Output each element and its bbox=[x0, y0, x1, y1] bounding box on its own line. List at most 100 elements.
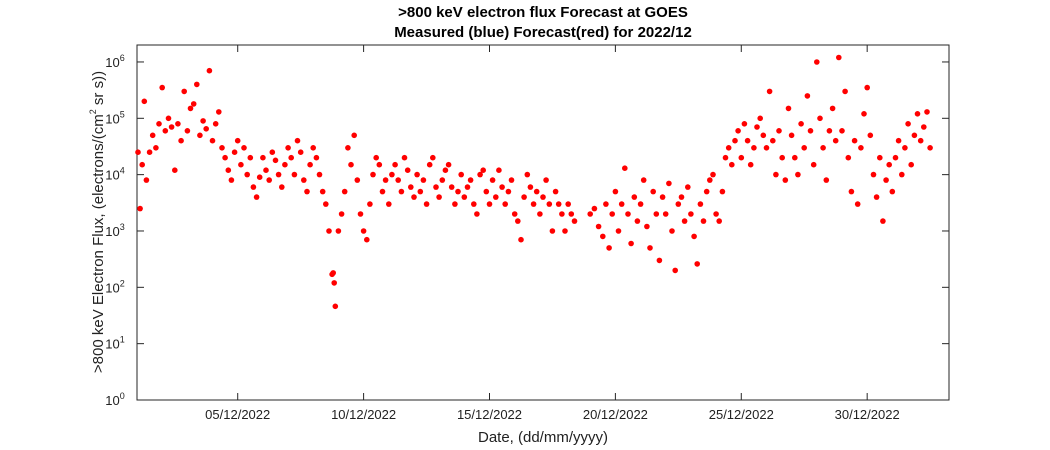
x-axis: 05/12/2022 10/12/2022 15/12/2022 20/12/2022… bbox=[205, 45, 900, 422]
data-point bbox=[212, 121, 219, 127]
data-point bbox=[688, 211, 694, 217]
data-point bbox=[694, 261, 700, 267]
data-point bbox=[817, 115, 823, 122]
data-point bbox=[826, 128, 833, 134]
data-point bbox=[880, 218, 886, 224]
data-point bbox=[788, 132, 795, 139]
data-point bbox=[448, 184, 455, 190]
data-point bbox=[275, 171, 282, 178]
data-point bbox=[480, 167, 487, 173]
y-tick-base: 10 bbox=[105, 280, 119, 295]
data-point bbox=[401, 154, 408, 161]
y-tick-label: 104 bbox=[105, 166, 124, 183]
y-tick-base: 10 bbox=[105, 168, 119, 183]
data-point bbox=[332, 303, 339, 310]
y-tick-label: 106 bbox=[105, 53, 124, 70]
data-point bbox=[307, 161, 313, 168]
data-point bbox=[587, 211, 593, 217]
data-point bbox=[301, 177, 307, 183]
y-tick-exponent: 2 bbox=[120, 278, 125, 288]
data-point bbox=[304, 188, 310, 195]
data-point bbox=[735, 128, 741, 134]
data-point bbox=[770, 137, 776, 144]
data-point bbox=[867, 132, 874, 139]
data-point bbox=[178, 137, 184, 144]
data-point bbox=[515, 218, 521, 224]
data-point bbox=[184, 128, 191, 134]
data-point bbox=[710, 171, 716, 178]
data-point bbox=[156, 121, 162, 127]
data-point bbox=[379, 188, 386, 195]
data-point bbox=[571, 218, 578, 224]
x-tick-label: 05/12/2022 bbox=[205, 407, 270, 422]
data-point bbox=[433, 184, 439, 190]
data-point bbox=[713, 211, 719, 217]
data-point bbox=[634, 218, 641, 224]
data-point bbox=[773, 171, 779, 178]
data-point bbox=[269, 149, 276, 155]
data-point bbox=[345, 145, 351, 151]
data-point bbox=[518, 236, 524, 243]
data-point bbox=[499, 184, 505, 190]
data-point bbox=[640, 177, 647, 183]
data-point bbox=[153, 145, 159, 151]
data-point bbox=[691, 233, 697, 240]
data-point bbox=[376, 161, 383, 168]
data-point bbox=[795, 171, 801, 178]
y-tick-base: 10 bbox=[105, 393, 119, 408]
data-point bbox=[367, 201, 373, 207]
x-tick-label: 10/12/2022 bbox=[331, 407, 396, 422]
data-point bbox=[357, 211, 364, 217]
data-point bbox=[439, 177, 446, 183]
data-point bbox=[700, 218, 707, 224]
data-point bbox=[568, 211, 575, 217]
data-point bbox=[864, 84, 870, 91]
data-point bbox=[675, 201, 682, 207]
data-point bbox=[647, 245, 653, 251]
data-point bbox=[858, 145, 864, 151]
plot-area bbox=[136, 44, 950, 401]
y-tick-base: 10 bbox=[105, 55, 119, 70]
data-point bbox=[672, 267, 678, 274]
y-tick-exponent: 6 bbox=[120, 53, 125, 63]
x-tick-label: 30/12/2022 bbox=[835, 407, 900, 422]
data-point bbox=[527, 184, 534, 190]
y-tick-exponent: 4 bbox=[120, 166, 125, 176]
data-point bbox=[137, 205, 143, 212]
data-point bbox=[823, 177, 830, 183]
x-tick-label: 20/12/2022 bbox=[583, 407, 648, 422]
data-point bbox=[622, 165, 628, 171]
data-point bbox=[162, 128, 169, 134]
data-point bbox=[725, 145, 732, 151]
data-point bbox=[423, 201, 430, 207]
data-point bbox=[530, 201, 537, 207]
data-point bbox=[782, 177, 789, 183]
data-point bbox=[873, 194, 880, 200]
data-point bbox=[924, 109, 930, 115]
data-point bbox=[370, 171, 376, 178]
data-point bbox=[331, 280, 338, 286]
data-point bbox=[461, 194, 468, 200]
data-point bbox=[707, 177, 713, 183]
chart-subtitle: Measured (blue) Forecast(red) for 2022/1… bbox=[394, 24, 692, 41]
data-point bbox=[135, 149, 141, 155]
data-point bbox=[921, 124, 927, 130]
data-point bbox=[231, 149, 238, 155]
data-point bbox=[508, 177, 515, 183]
data-point bbox=[533, 188, 540, 195]
data-point bbox=[738, 154, 745, 161]
data-point bbox=[829, 105, 836, 112]
data-point bbox=[741, 121, 748, 127]
data-point bbox=[294, 137, 301, 144]
data-point bbox=[373, 154, 380, 161]
data-point bbox=[467, 177, 474, 183]
data-point bbox=[313, 154, 320, 161]
data-point bbox=[190, 101, 197, 107]
data-point bbox=[392, 161, 398, 168]
data-point bbox=[502, 201, 509, 207]
data-point bbox=[911, 132, 918, 139]
data-point bbox=[902, 145, 908, 151]
data-point bbox=[382, 177, 389, 183]
data-point bbox=[436, 194, 442, 200]
data-point bbox=[618, 201, 625, 207]
